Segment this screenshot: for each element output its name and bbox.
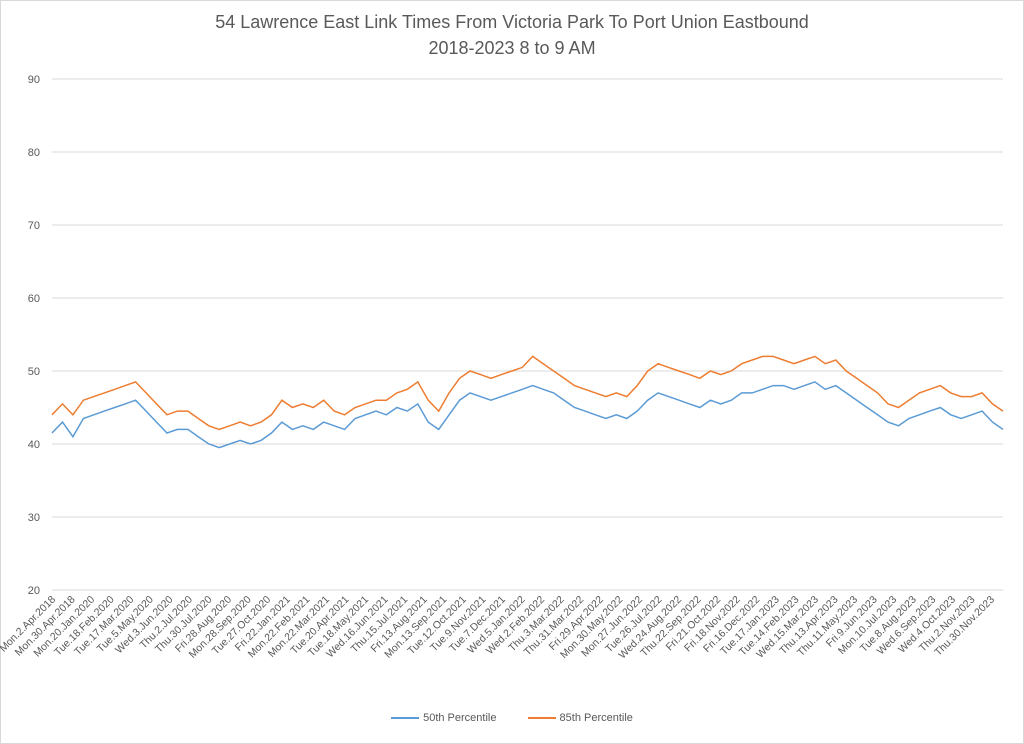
legend-item-85th: 85th Percentile (527, 712, 633, 724)
series-line-50th (51, 381, 1004, 449)
y-tick-label-40: 40 (28, 439, 40, 451)
legend-label-50th: 50th Percentile (423, 712, 497, 724)
y-tick-label-30: 30 (28, 512, 40, 524)
y-tick-label-70: 70 (28, 220, 40, 232)
y-tick-label-90: 90 (28, 74, 40, 86)
chart-title: 54 Lawrence East Link Times From Victori… (215, 12, 809, 32)
y-tick-label-60: 60 (28, 293, 40, 305)
legend-label-85th: 85th Percentile (559, 712, 633, 724)
legend-swatch-85th (527, 717, 556, 720)
y-tick-label-20: 20 (28, 585, 40, 597)
chart-subtitle: 2018-2023 8 to 9 AM (428, 38, 596, 58)
legend-swatch-50th (391, 717, 420, 720)
y-tick-label-80: 80 (28, 147, 40, 159)
legend-item-50th: 50th Percentile (391, 712, 496, 724)
legend: 50th Percentile 85th Percentile (0, 712, 1024, 724)
series-line-85th (51, 355, 1004, 431)
y-tick-label-50: 50 (28, 366, 40, 378)
